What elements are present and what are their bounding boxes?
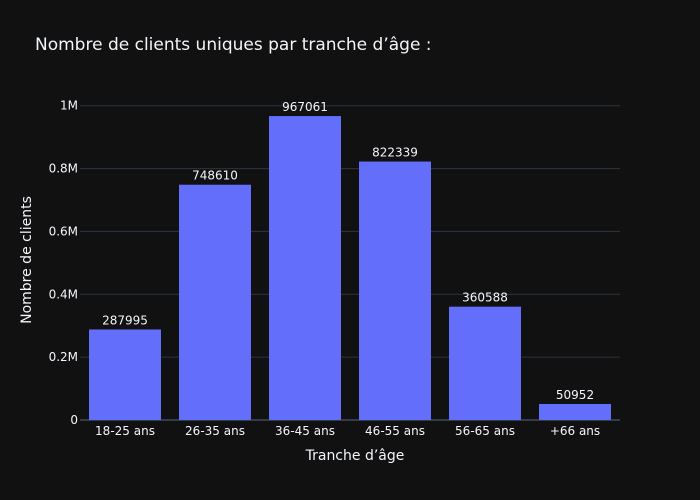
x-tick-label: +66 ans: [550, 424, 600, 438]
x-tick-label: 26-35 ans: [185, 424, 245, 438]
x-tick-label: 46-55 ans: [365, 424, 425, 438]
bar: [449, 306, 521, 420]
bar-value-label: 748610: [192, 169, 238, 183]
bar: [359, 161, 431, 420]
x-axis-title: Tranche d’âge: [305, 448, 405, 464]
y-tick-label: 0.4M: [49, 287, 78, 301]
bar: [179, 184, 251, 420]
bars: [89, 116, 611, 421]
y-axis-ticks: 0 0.2M 0.4M 0.6M 0.8M 1M: [49, 99, 78, 427]
bar-value-label: 50952: [556, 388, 594, 402]
y-axis-title: Nombre de clients: [19, 196, 35, 324]
y-tick-label: 0: [70, 413, 78, 427]
bar: [89, 329, 161, 420]
grid: [80, 105, 620, 421]
y-tick-label: 0.6M: [49, 224, 78, 238]
bar-value-label: 822339: [372, 146, 418, 160]
x-axis-ticks: 18-25 ans 26-35 ans 36-45 ans 46-55 ans 56-6…: [95, 424, 600, 438]
x-tick-label: 36-45 ans: [275, 424, 335, 438]
chart-title: Nombre de clients uniques par tranche d’…: [35, 35, 432, 55]
bar: [539, 403, 611, 420]
y-tick-label: 0.2M: [49, 350, 78, 364]
bar-value-label: 287995: [102, 313, 148, 327]
bar: [269, 116, 341, 421]
x-tick-label: 56-65 ans: [455, 424, 515, 438]
bar-value-label: 967061: [282, 100, 328, 114]
bar-value-label: 360588: [462, 291, 508, 305]
y-tick-label: 1M: [60, 99, 78, 113]
data-labels: 287995 748610 967061 822339 360588 50952: [102, 100, 594, 402]
y-tick-label: 0.8M: [49, 162, 78, 176]
x-tick-label: 18-25 ans: [95, 424, 155, 438]
